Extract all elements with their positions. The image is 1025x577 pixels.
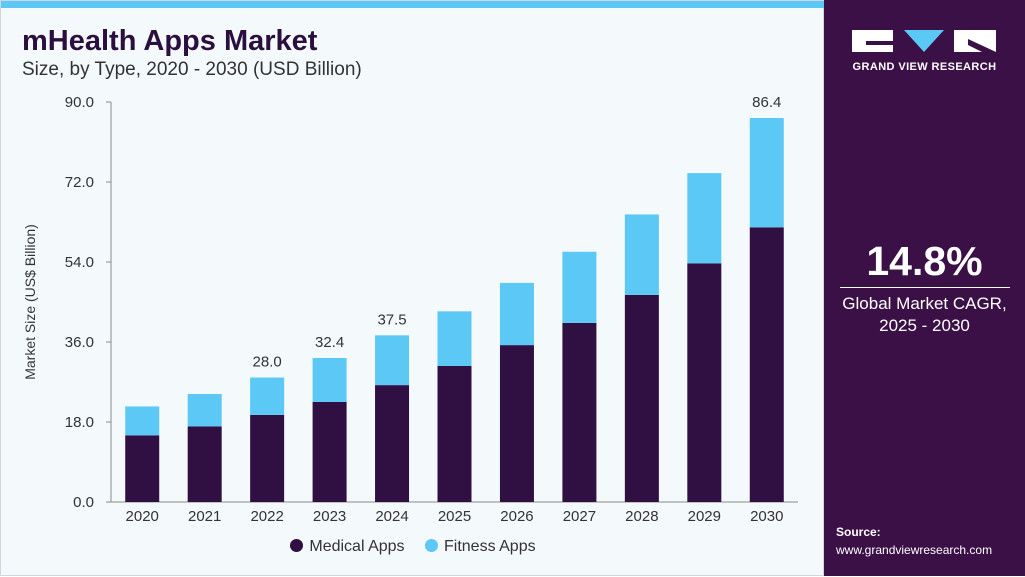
bar-fitness — [125, 406, 160, 436]
legend-item-medical: Medical Apps — [290, 538, 405, 556]
x-tick-label: 2030 — [750, 508, 783, 525]
x-tick-label: 2023 — [313, 508, 346, 525]
x-tick-label: 2027 — [563, 508, 596, 525]
x-tick-label: 2026 — [500, 508, 533, 525]
y-tick-label: 36.0 — [65, 334, 94, 351]
bar-fitness — [624, 214, 659, 295]
bar-medical — [624, 294, 659, 502]
source-title: Source: — [836, 525, 881, 539]
x-tick-label: 2021 — [188, 508, 221, 525]
legend-label-fitness: Fitness Apps — [444, 538, 536, 555]
chart-title: mHealth Apps Market — [22, 25, 318, 57]
bar-fitness — [437, 311, 472, 366]
accent-bar — [1, 1, 825, 8]
bar-fitness — [312, 358, 347, 402]
gvr-logo-icon — [852, 30, 996, 52]
source-link[interactable]: www.grandviewresearch.com — [836, 543, 993, 557]
cagr-label-line1: Global Market CAGR, — [842, 294, 1007, 313]
bar-medical — [187, 426, 222, 502]
cagr-divider — [840, 287, 1010, 288]
brand-name: GRAND VIEW RESEARCH — [852, 61, 997, 73]
cagr-value: 14.8% — [866, 238, 983, 284]
bar-fitness — [499, 282, 534, 346]
x-tick-label: 2025 — [438, 508, 471, 525]
bar-medical — [687, 263, 722, 502]
bar-fitness — [687, 173, 722, 264]
y-axis-title: Market Size (US$ Billion) — [22, 224, 38, 380]
bar-fitness — [187, 394, 222, 427]
bar-medical — [499, 345, 534, 502]
bar-medical — [562, 322, 597, 502]
bar-medical — [125, 435, 160, 502]
chart-subtitle: Size, by Type, 2020 - 2030 (USD Billion) — [22, 59, 362, 80]
data-label: 32.4 — [315, 334, 344, 351]
legend-swatch-fitness — [425, 539, 438, 552]
chart-legend: Medical Apps Fitness Apps — [1, 538, 825, 556]
x-tick-label: 2024 — [375, 508, 408, 525]
cagr-label: Global Market CAGR, 2025 - 2030 — [824, 293, 1025, 337]
bar-medical — [749, 227, 784, 503]
chart-panel: mHealth Apps Market Size, by Type, 2020 … — [0, 0, 825, 576]
bar-fitness — [562, 251, 597, 323]
bar-medical — [250, 414, 285, 502]
side-panel: GRAND VIEW RESEARCH 14.8% Global Market … — [824, 0, 1025, 576]
bar-fitness — [375, 335, 410, 386]
bar-chart: 0.0 18.0 36.0 54.0 72.0 90.0 Market Size (US$ … — [22, 94, 798, 525]
x-tick-label: 2028 — [625, 508, 658, 525]
x-tick-label: 2022 — [250, 508, 283, 525]
data-label: 37.5 — [377, 311, 406, 328]
cagr-label-line2: 2025 - 2030 — [879, 316, 970, 335]
bar-medical — [375, 385, 410, 502]
bar-fitness — [250, 377, 285, 415]
y-tick-label: 0.0 — [73, 494, 94, 511]
bar-medical — [437, 366, 472, 502]
bar-fitness — [749, 118, 784, 228]
legend-item-fitness: Fitness Apps — [425, 538, 536, 556]
y-tick-label: 72.0 — [65, 174, 94, 191]
y-tick-label: 18.0 — [65, 414, 94, 431]
legend-swatch-medical — [290, 539, 304, 552]
y-tick-label: 54.0 — [65, 254, 94, 271]
x-tick-label: 2020 — [126, 508, 159, 525]
x-tick-label: 2029 — [688, 508, 721, 525]
bar-medical — [312, 402, 347, 502]
data-label: 86.4 — [752, 94, 781, 111]
data-label: 28.0 — [253, 354, 282, 371]
legend-label-medical: Medical Apps — [309, 538, 405, 555]
y-tick-label: 90.0 — [65, 94, 94, 111]
